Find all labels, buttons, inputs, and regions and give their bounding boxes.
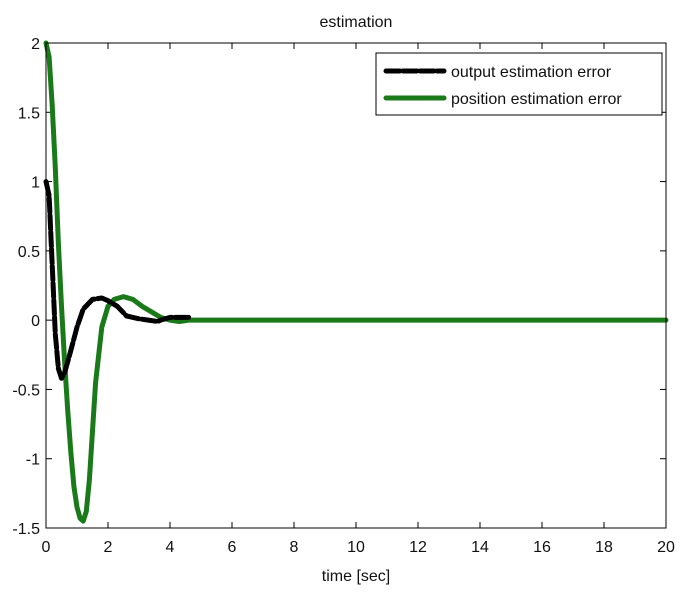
x-tick-label: 12 [409, 539, 427, 556]
x-tick-label: 8 [290, 539, 299, 556]
chart-title: estimation [320, 14, 393, 31]
legend-label-1: position estimation error [451, 91, 622, 108]
x-tick-label: 20 [657, 539, 675, 556]
y-tick-label: 1.5 [18, 105, 40, 122]
series-layer [43, 40, 669, 524]
ticks-layer: 0 2 4 6 8 10 12 14 16 18 20 -1.5 -1 -0.5 0 0.5 1 1.5 2 [12, 36, 675, 556]
y-tick-label: 0.5 [18, 244, 40, 261]
plot-frame [45, 42, 667, 529]
legend-label-0: output estimation error [451, 64, 612, 81]
x-tick-label: 14 [471, 539, 489, 556]
x-tick-label: 16 [533, 539, 551, 556]
x-tick-label: 2 [104, 539, 113, 556]
x-tick-label: 4 [166, 539, 175, 556]
x-tick-label: 6 [228, 539, 237, 556]
series-line-0 [43, 179, 192, 381]
x-tick-label: 0 [42, 539, 51, 556]
y-tick-label: -1 [26, 452, 40, 469]
y-tick-label: -0.5 [12, 382, 40, 399]
y-tick-label: 2 [31, 36, 40, 53]
series-line-1 [43, 40, 669, 524]
legend: output estimation error position estimati… [375, 52, 663, 116]
x-tick-label: 10 [347, 539, 365, 556]
x-axis-title: time [sec] [322, 568, 390, 585]
x-tick-label: 18 [595, 539, 613, 556]
y-tick-label: -1.5 [12, 521, 40, 538]
y-tick-label: 1 [31, 175, 40, 192]
y-tick-label: 0 [31, 313, 40, 330]
legend-box [375, 52, 663, 116]
